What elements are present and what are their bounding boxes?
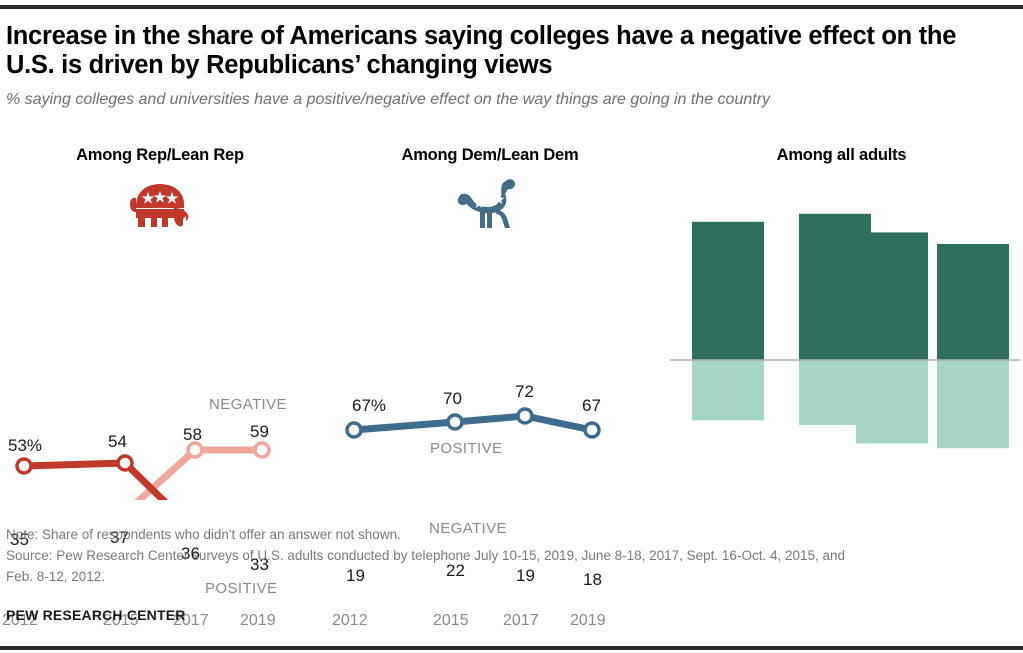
rep-neg-value-2012: 53% — [8, 436, 43, 455]
rep-year-2015: 2015 — [103, 612, 139, 629]
top-rule — [0, 5, 1023, 9]
panel-rep-lean-rep: Among Rep/Lean Rep — [0, 140, 320, 629]
footnote-source: Source: Pew Research Center surveys of U… — [6, 548, 846, 563]
dem-pos-value-2017: 72 — [515, 382, 534, 401]
dem-neg-value-2019: 18 — [583, 570, 602, 589]
rep-positive-line — [20, 459, 169, 500]
rep-neg-value-2017: 58 — [183, 425, 202, 444]
negative-bars — [692, 360, 1009, 449]
rep-pos-value-2019: 33 — [250, 555, 269, 574]
republican-elephant-icon — [128, 178, 192, 233]
rep-positive-markers — [15, 454, 134, 475]
dem-positive-line — [350, 412, 596, 434]
bar-negative-2012 — [692, 360, 764, 421]
panel-rep-title: Among Rep/Lean Rep — [76, 146, 244, 164]
bar-positive-2012 — [692, 221, 764, 360]
dem-year-2015: 2015 — [433, 612, 469, 629]
dem-year-2017: 2017 — [503, 612, 539, 629]
bar-negative-2019 — [937, 360, 1009, 449]
bar-positive-2017 — [856, 232, 928, 360]
panel-all-adults: Among all adults 60% 63 55 50 POSITIVE N… — [660, 140, 1023, 500]
dem-positive-markers — [345, 407, 601, 439]
rep-neg-value-2015: 54 — [108, 432, 127, 451]
rep-pos-value-2015: 37 — [110, 528, 129, 547]
rep-positive-tag: POSITIVE — [205, 580, 278, 597]
dem-neg-value-2015: 22 — [446, 561, 465, 580]
rep-year-2017: 2017 — [173, 612, 209, 629]
rep-pos-value-2012: 35 — [10, 530, 29, 549]
bottom-rule — [0, 646, 1023, 650]
rep-negative-markers — [186, 441, 271, 459]
positive-bars — [692, 213, 1009, 360]
rep-pos-value-2017: 36 — [181, 544, 200, 563]
dem-neg-value-2017: 19 — [516, 566, 535, 585]
dem-positive-tag: POSITIVE — [430, 440, 503, 457]
brand-label: PEW RESEARCH CENTER — [6, 607, 186, 623]
footnote-note: Note: Share of respondents who didn't of… — [6, 527, 401, 542]
dem-negative-tag: NEGATIVE — [429, 520, 507, 537]
rep-year-2012: 2012 — [2, 612, 38, 629]
dem-pos-value-2019: 67 — [582, 396, 601, 415]
dem-line-chart — [345, 407, 601, 439]
footnote-source-cont: Feb. 8-12, 2012. — [6, 569, 106, 584]
panel-all-title: Among all adults — [776, 146, 907, 164]
page-title: Increase in the share of Americans sayin… — [6, 22, 957, 79]
dem-neg-value-2012: 19 — [346, 566, 365, 585]
dem-year-2012: 2012 — [332, 612, 368, 629]
rep-negative-line — [134, 446, 266, 500]
dem-year-2019: 2019 — [570, 612, 606, 629]
dem-pos-value-2012: 67% — [352, 396, 387, 415]
rep-line-chart — [15, 441, 271, 500]
bar-negative-2017 — [856, 360, 928, 444]
footnote: Note: Share of respondents who didn't of… — [6, 524, 1016, 587]
panel-dem-title: Among Dem/Lean Dem — [401, 146, 579, 164]
bar-positive-2019 — [937, 244, 1009, 360]
panel-dem-lean-dem: Among Dem/Lean Dem — [330, 140, 650, 629]
rep-negative-tag: NEGATIVE — [209, 396, 287, 413]
rep-neg-value-2019: 59 — [250, 422, 269, 441]
dem-pos-value-2015: 70 — [443, 389, 462, 408]
page-subtitle: % saying colleges and universities have … — [6, 91, 771, 108]
rep-year-2019: 2019 — [240, 612, 276, 629]
all-adults-bar-chart — [670, 213, 1020, 449]
democrat-donkey-icon — [457, 174, 523, 235]
